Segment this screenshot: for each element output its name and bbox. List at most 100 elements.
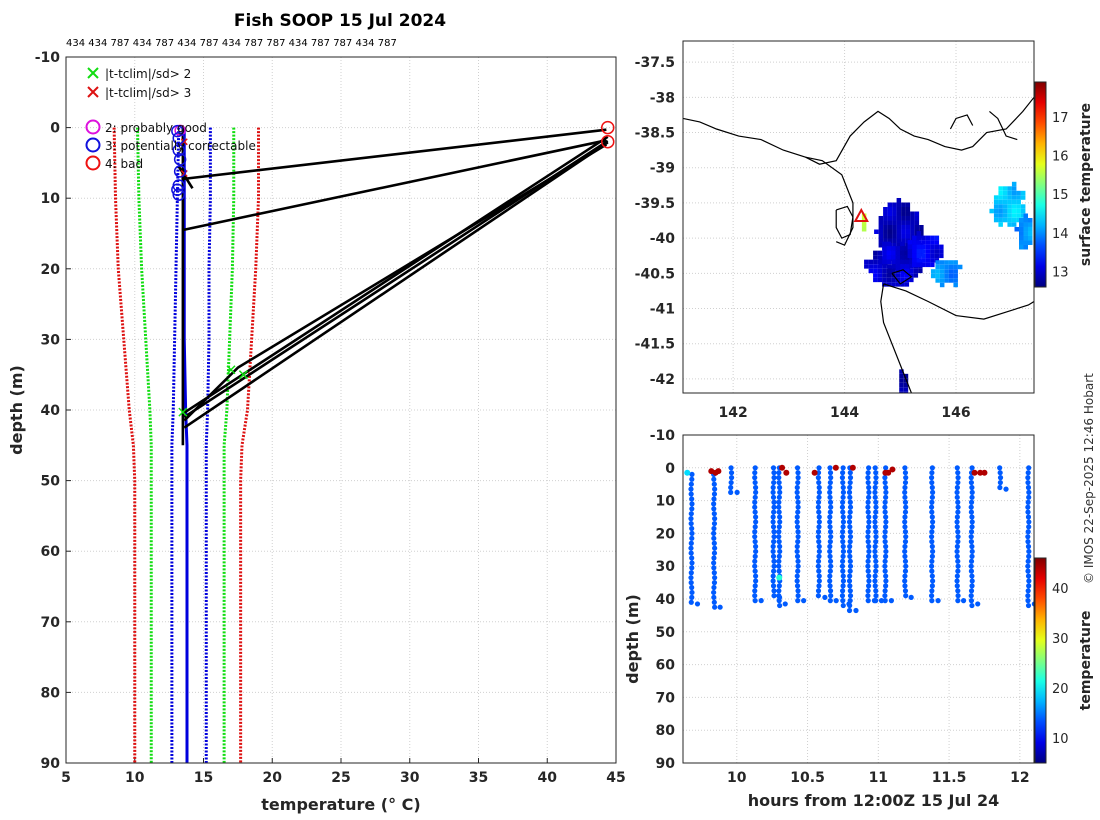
- sst-pixel: [901, 238, 906, 243]
- section-point: [771, 593, 777, 599]
- section-point: [847, 588, 853, 594]
- section-point: [969, 602, 975, 609]
- coastline: [883, 283, 1034, 320]
- section-point: [908, 594, 914, 600]
- sst-pixel: [910, 215, 915, 221]
- sst-pixel: [864, 264, 869, 269]
- section-point: [902, 548, 908, 555]
- profile-y-tick-label: 60: [41, 544, 61, 560]
- sst-pixel: [910, 220, 915, 225]
- sst-pixel: [892, 224, 897, 230]
- section-point: [929, 548, 936, 555]
- section-point: [770, 519, 776, 525]
- section-point: [866, 494, 872, 500]
- section-point: [827, 553, 833, 559]
- section-point: [711, 599, 717, 605]
- section-point: [873, 593, 879, 599]
- section-point: [776, 475, 782, 481]
- sst-pixel: [864, 259, 869, 265]
- sst-pixel: [896, 242, 902, 248]
- sst-pixel: [904, 246, 910, 251]
- section-point: [902, 479, 909, 486]
- sst-pixel: [877, 259, 883, 265]
- section-point: [711, 540, 717, 546]
- sst-pixel: [882, 241, 887, 247]
- map-y-tick-label: -39.5: [635, 196, 675, 212]
- section-point: [689, 476, 695, 482]
- section-point: [827, 499, 834, 505]
- sst-pixel: [1002, 204, 1008, 209]
- sst-pixel: [1016, 213, 1021, 218]
- sst-pixel: [925, 253, 931, 259]
- map-y-tick-label: -41.5: [635, 337, 675, 353]
- section-point: [929, 578, 936, 584]
- sst-pixel: [899, 369, 904, 374]
- section-point: [846, 578, 853, 584]
- section-point: [902, 524, 908, 530]
- section-y-tick-label: 60: [656, 658, 676, 674]
- section-point: [1025, 588, 1031, 594]
- section-point: [866, 548, 872, 555]
- section-point: [997, 484, 1003, 491]
- section-point: [689, 555, 695, 561]
- section-point: [954, 524, 960, 530]
- section-point: [771, 499, 777, 505]
- map-y-tick-label: -41: [650, 302, 675, 318]
- sst-pixel: [896, 211, 902, 216]
- sst-pixel: [900, 277, 905, 283]
- section-point: [929, 524, 935, 530]
- section-point: [968, 499, 975, 505]
- sd2-flag-marker: [178, 407, 188, 417]
- sst-pixel: [916, 253, 922, 259]
- section-point: [776, 529, 782, 535]
- section-point: [752, 504, 758, 510]
- sst-pixel: [953, 282, 958, 288]
- sst-pixel: [998, 208, 1003, 214]
- sst-pixel: [886, 268, 892, 274]
- section-point: [847, 534, 854, 540]
- section-point: [866, 573, 872, 579]
- map-axes-box: [682, 40, 1035, 394]
- sst-pixel: [1023, 244, 1028, 250]
- section-point: [1025, 563, 1031, 569]
- section-point: [968, 593, 974, 599]
- section-point: [954, 465, 960, 471]
- sst-pixel: [948, 269, 954, 274]
- section-point: [865, 568, 871, 574]
- section-point: [815, 499, 822, 505]
- sst-pixel: [887, 224, 893, 230]
- sst-pixel: [900, 273, 905, 278]
- section-point: [955, 504, 961, 510]
- section-point: [689, 496, 695, 502]
- sst-pixel: [883, 238, 888, 243]
- section-point: [794, 583, 801, 589]
- sst-pixel: [874, 229, 879, 234]
- sst-pixel: [1019, 235, 1024, 241]
- sst-pixel: [1002, 195, 1008, 200]
- sst-pixel: [907, 249, 913, 254]
- section-point: [883, 573, 889, 579]
- sst-pixel: [919, 229, 924, 234]
- section-point: [712, 545, 718, 551]
- section-point: [866, 489, 872, 495]
- section-point: [847, 553, 853, 559]
- sst-pixel: [892, 215, 897, 221]
- sst-pixel: [998, 190, 1003, 196]
- section-point: [883, 519, 889, 525]
- section-point: [794, 578, 800, 584]
- section-point: [794, 543, 800, 550]
- sst-pixel: [925, 258, 931, 263]
- section-point: [928, 475, 935, 481]
- section-surface-point: [885, 469, 892, 476]
- section-x-tick-label: 10.5: [790, 770, 825, 786]
- section-point: [827, 543, 833, 550]
- profile-x-tick-label: 30: [400, 770, 420, 786]
- section-point: [929, 553, 935, 559]
- section-point: [928, 563, 935, 569]
- sst-pixel: [925, 262, 931, 268]
- sst-pixel: [896, 206, 902, 212]
- profile-x-tick-label: 10: [125, 770, 145, 786]
- section-point: [728, 484, 734, 491]
- sst-pixel: [1011, 204, 1017, 209]
- section-point: [816, 514, 822, 520]
